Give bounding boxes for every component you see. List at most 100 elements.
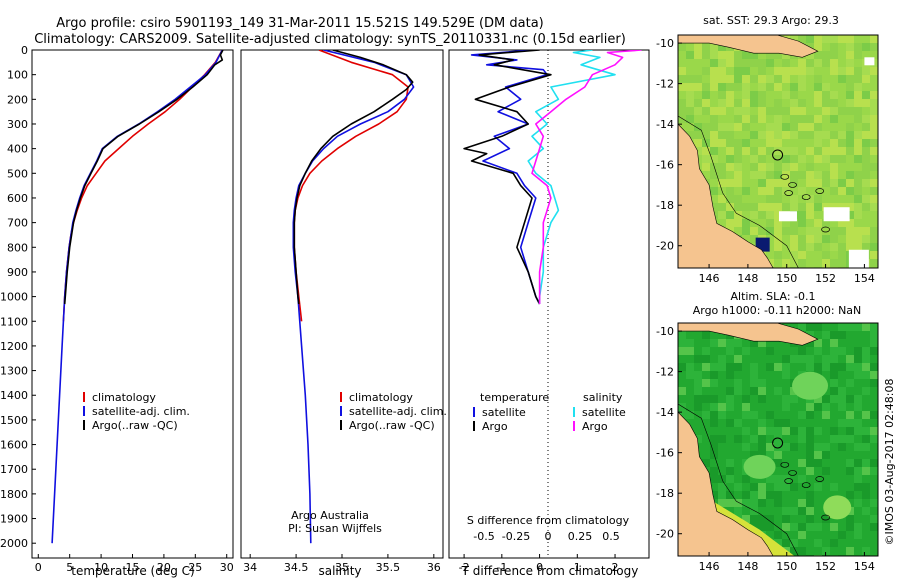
map-cell: [790, 195, 798, 203]
map-lon-label: 150: [776, 272, 797, 285]
map-cell: [774, 427, 782, 435]
map-cell: [822, 395, 830, 403]
map-cell: [870, 363, 878, 371]
map-cell: [830, 387, 838, 395]
map-lat-label: -20: [656, 528, 674, 541]
map-cell: [678, 83, 686, 91]
map-cell: [734, 387, 742, 395]
map-cell: [734, 115, 742, 123]
map-cell: [790, 395, 798, 403]
map-cell: [726, 195, 734, 203]
map-cell: [718, 483, 726, 491]
map-cell: [710, 363, 718, 371]
map-cell: [822, 99, 830, 107]
map-cell: [798, 211, 806, 219]
temperature-legend-label: climatology: [92, 391, 156, 404]
map-cell: [718, 131, 726, 139]
map-cell: [798, 427, 806, 435]
map-cell: [718, 179, 726, 187]
map-cell: [790, 235, 798, 243]
map-cell: [862, 387, 870, 395]
map-cell: [758, 107, 766, 115]
map-cell: [830, 67, 838, 75]
map-cell: [694, 43, 702, 51]
map-cell: [862, 371, 870, 379]
map-cell: [862, 483, 870, 491]
map-cell: [766, 219, 774, 227]
map-cell: [718, 403, 726, 411]
map-cell: [790, 443, 798, 451]
map-cell: [686, 411, 694, 419]
map-cell: [870, 115, 878, 123]
argo-position-marker: [772, 437, 784, 449]
map-cell: [798, 155, 806, 163]
map-lon-label: 146: [699, 560, 720, 573]
map-cell: [806, 411, 814, 419]
map-lat-label: -14: [656, 118, 674, 131]
map-cell: [798, 235, 806, 243]
map-cell: [750, 339, 758, 347]
australia-land: [678, 123, 774, 268]
map-cell: [710, 51, 718, 59]
map-cell: [782, 131, 790, 139]
map-cell: [862, 411, 870, 419]
map-cell: [838, 403, 846, 411]
map-cell: [830, 99, 838, 107]
map-cell: [862, 443, 870, 451]
map-cell: [854, 171, 862, 179]
map-cell: [806, 131, 814, 139]
salinity-tick-label: 34.5: [284, 561, 309, 574]
map-cell: [694, 371, 702, 379]
map-cell: [870, 107, 878, 115]
map-cell: [822, 355, 830, 363]
map-cell: [766, 147, 774, 155]
map-cell: [774, 211, 782, 219]
map-cell: [742, 427, 750, 435]
map-cell: [798, 259, 806, 267]
map-cell: [758, 91, 766, 99]
map-cell: [758, 483, 766, 491]
map-cell: [846, 179, 854, 187]
map-cell: [766, 515, 774, 523]
map-cell: [838, 139, 846, 147]
map-cell: [814, 35, 822, 43]
map-cell: [806, 435, 814, 443]
map-cell: [734, 171, 742, 179]
map-cell: [790, 91, 798, 99]
map-cell: [766, 227, 774, 235]
difference-xlabel-top: S difference from climatology: [467, 514, 630, 527]
map-cell: [742, 67, 750, 75]
map-lon-label: 154: [854, 560, 875, 573]
map-cell: [846, 491, 854, 499]
map-cell: [862, 243, 870, 251]
map-cell: [726, 419, 734, 427]
map-cell: [798, 459, 806, 467]
map-cell: [710, 467, 718, 475]
map-cell: [758, 59, 766, 67]
map-cell: [870, 523, 878, 531]
map-cell: [718, 43, 726, 51]
map-cell: [774, 227, 782, 235]
map-cell: [766, 491, 774, 499]
map-cell: [814, 243, 822, 251]
map-cell: [742, 219, 750, 227]
map-cell: [734, 339, 742, 347]
sla-map-panel: Altim. SLA: -0.1 Argo h1000: -0.11 h2000…: [656, 290, 879, 573]
map-cell: [830, 243, 838, 251]
map-cell: [814, 459, 822, 467]
map-cell: [806, 123, 814, 131]
map-cell: [678, 403, 686, 411]
map-cell: [846, 395, 854, 403]
map-cell: [774, 115, 782, 123]
map-cell: [822, 451, 830, 459]
map-cell: [838, 187, 846, 195]
map-cell: [854, 419, 862, 427]
map-cell: [822, 203, 830, 211]
map-cell: [766, 75, 774, 83]
map-cell: [758, 443, 766, 451]
map-cell: [718, 435, 726, 443]
map-cell: [814, 123, 822, 131]
map-cell: [774, 491, 782, 499]
map-cell: [758, 203, 766, 211]
map-cell: [710, 339, 718, 347]
